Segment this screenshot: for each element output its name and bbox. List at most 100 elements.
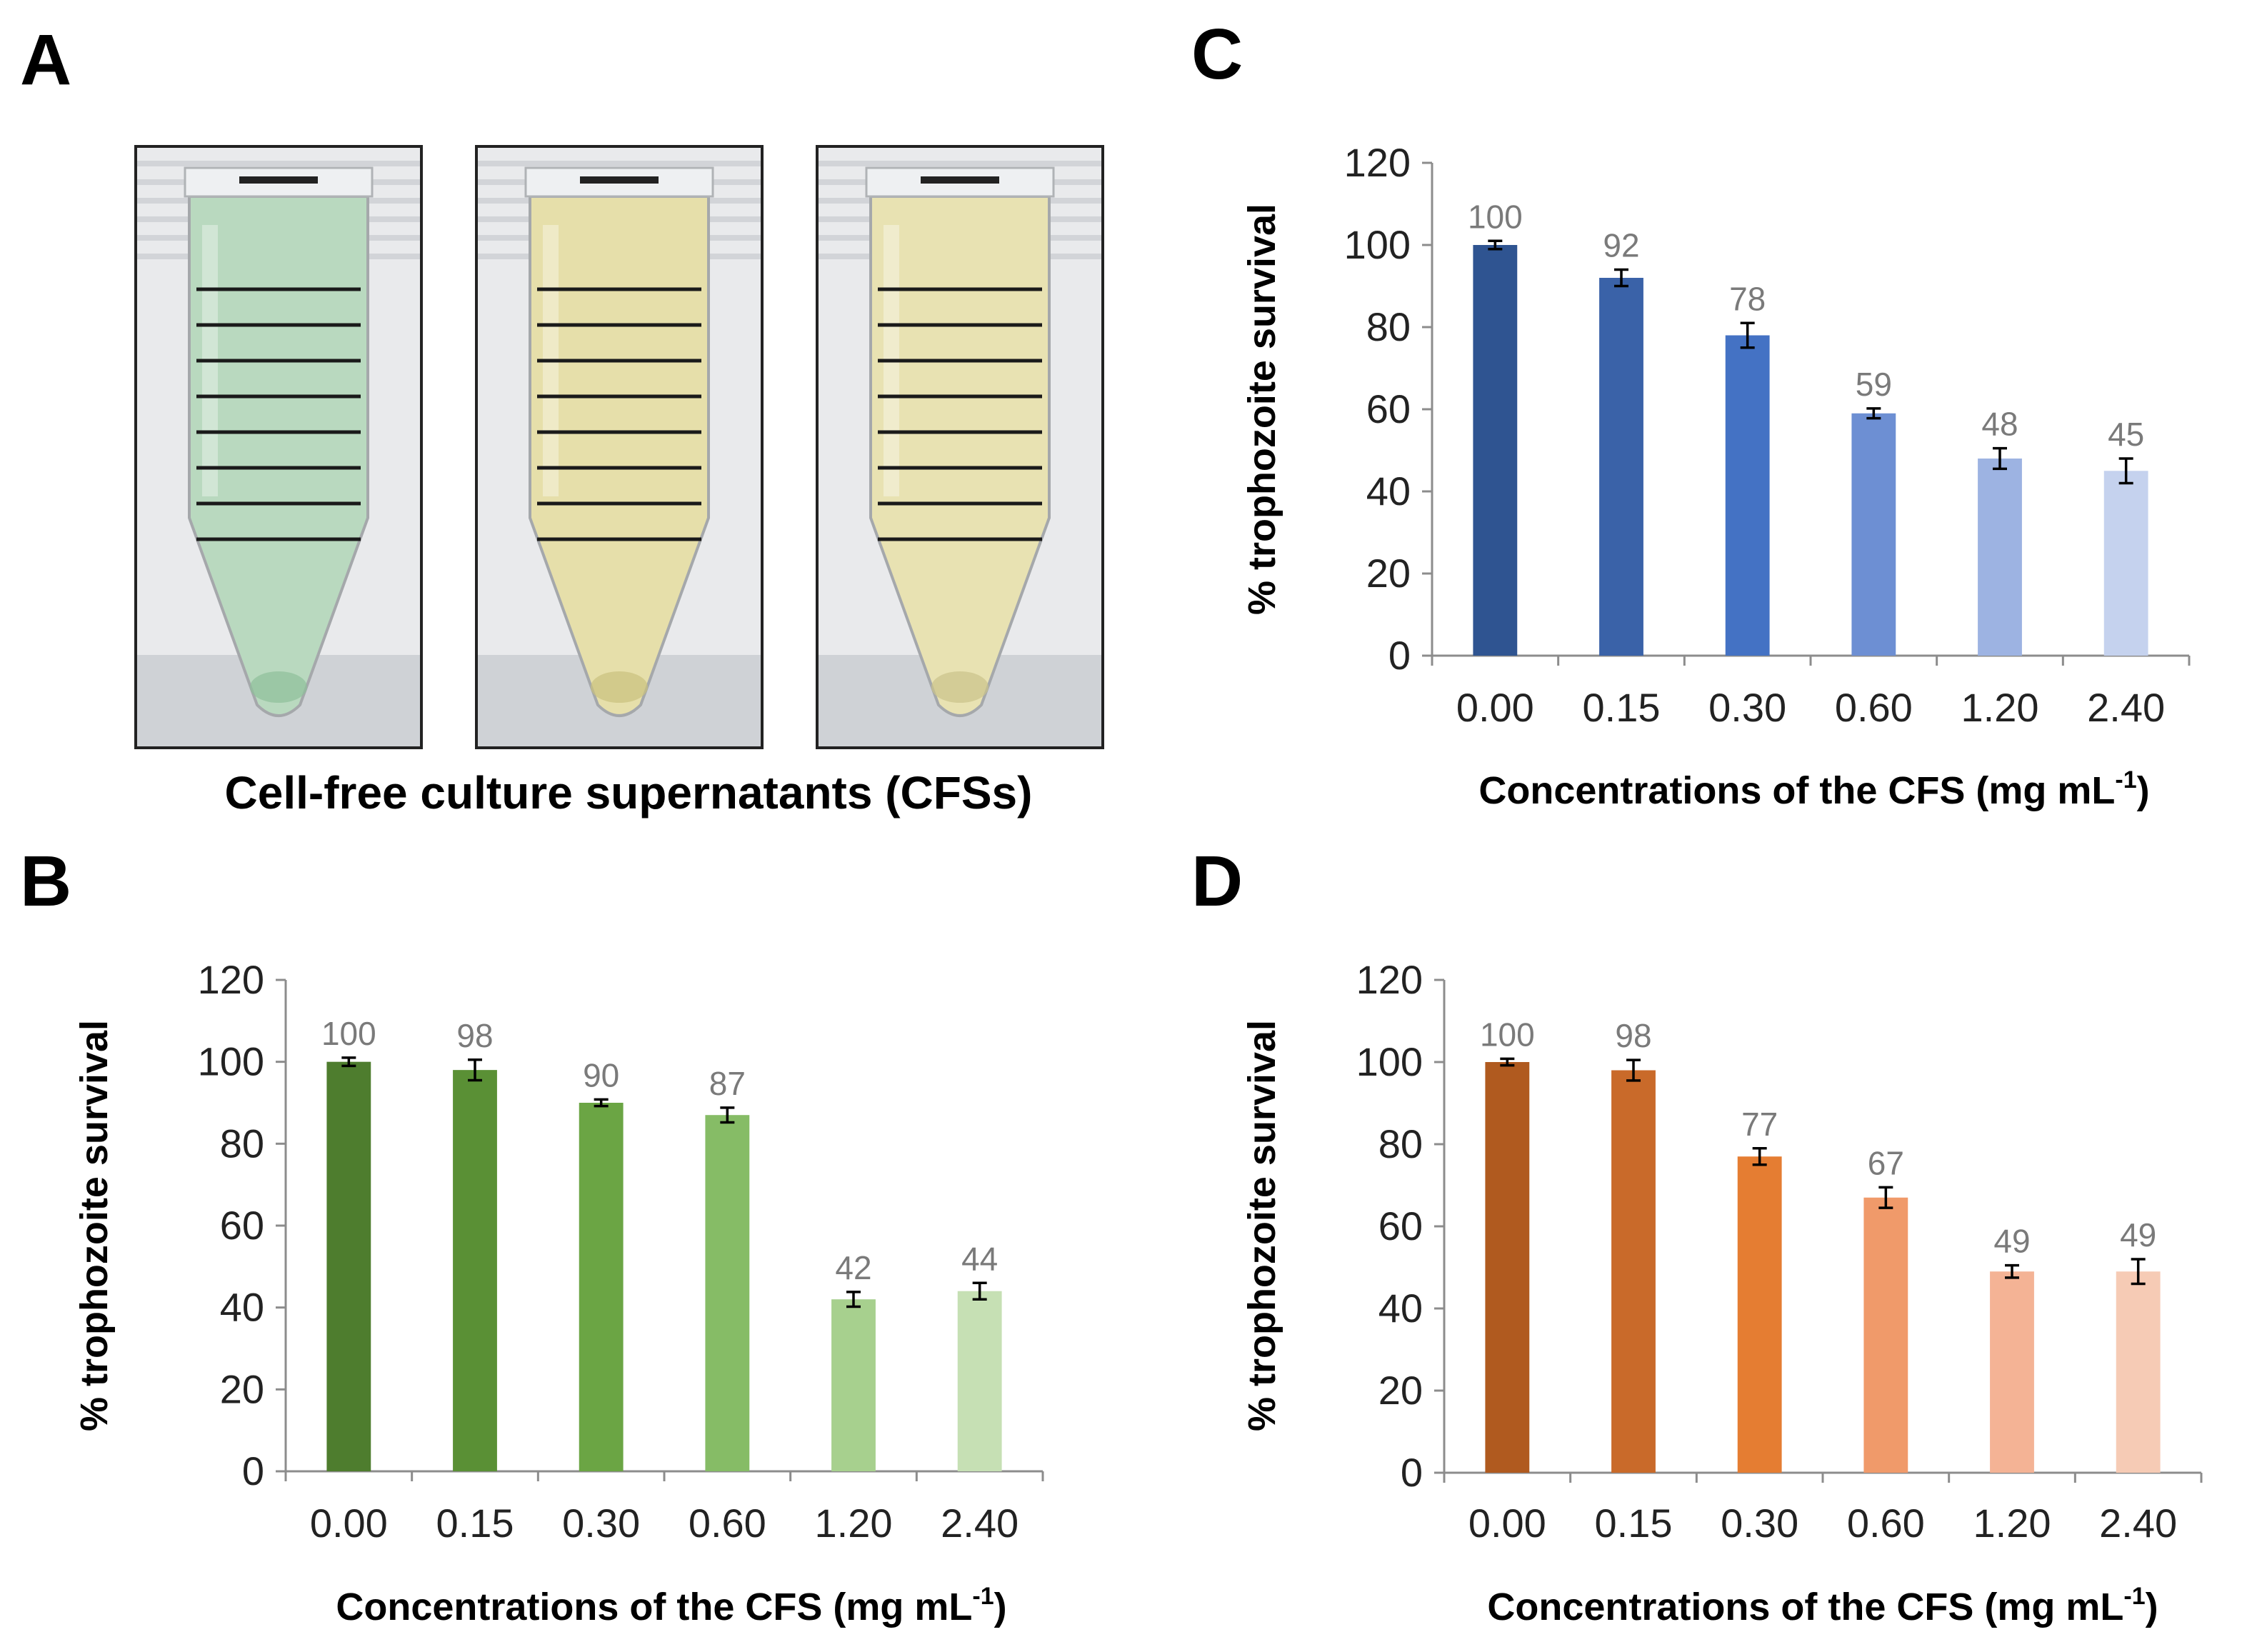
x-axis-title-end: ) bbox=[2146, 1586, 2158, 1628]
bar-1.20 bbox=[1978, 459, 2022, 656]
x-tick-label: 0.00 bbox=[310, 1501, 388, 1546]
y-tick-label: 0 bbox=[1401, 1450, 1423, 1495]
data-label: 59 bbox=[1856, 366, 1892, 403]
x-tick-label: 0.60 bbox=[1847, 1501, 1925, 1546]
bar-2.40 bbox=[2103, 471, 2148, 656]
bar-0.30 bbox=[1737, 1156, 1782, 1473]
x-axis-title: Concentrations of the CFS (mg mL-1) bbox=[1487, 1583, 2158, 1628]
y-tick-label: 100 bbox=[198, 1039, 264, 1084]
x-tick-label: 2.40 bbox=[941, 1501, 1019, 1546]
bar-0.30 bbox=[579, 1103, 624, 1471]
data-label: 92 bbox=[1603, 227, 1639, 264]
data-label: 48 bbox=[1981, 406, 2018, 443]
x-axis-title-main: Concentrations of the CFS (mg mL bbox=[1487, 1586, 2123, 1628]
bar-0.15 bbox=[1599, 278, 1643, 656]
data-label: 87 bbox=[709, 1065, 746, 1102]
tube-tip bbox=[931, 671, 989, 703]
chart-panel-c: 0 20 40 60 80 100 120 100 0.00 92 0.15 78 0.30 59 0.60… bbox=[1241, 140, 2191, 812]
bar-0.00 bbox=[1485, 1062, 1530, 1473]
x-axis-title-sup: -1 bbox=[2115, 766, 2136, 794]
y-tick-label: 60 bbox=[1378, 1203, 1423, 1248]
chart-panel-d: 0 20 40 60 80 100 120 100 0.00 98 0.15 77 0.30 67 0.60… bbox=[1241, 957, 2203, 1628]
x-tick-label: 0.00 bbox=[1456, 685, 1534, 730]
x-tick-label: 2.40 bbox=[2099, 1501, 2177, 1546]
rack-stripe bbox=[136, 161, 421, 166]
tube-cap-mark bbox=[921, 176, 999, 184]
x-tick-label: 0.15 bbox=[436, 1501, 514, 1546]
y-tick-label: 0 bbox=[1388, 633, 1411, 678]
chart-panel-b: 0 20 40 60 80 100 120 100 0.00 98 0.15 90 0.30 87 0.60… bbox=[73, 957, 1044, 1628]
x-tick-label: 1.20 bbox=[815, 1501, 893, 1546]
x-axis-title-main: Concentrations of the CFS (mg mL bbox=[336, 1586, 972, 1628]
y-tick-label: 20 bbox=[1378, 1368, 1423, 1413]
data-label: 78 bbox=[1729, 280, 1766, 317]
rack-stripe bbox=[476, 161, 762, 166]
bar-0.60 bbox=[705, 1115, 750, 1471]
data-label: 45 bbox=[2108, 416, 2144, 453]
y-tick-label: 60 bbox=[220, 1203, 264, 1248]
y-tick-label: 20 bbox=[1366, 551, 1411, 596]
photo-frame bbox=[475, 145, 764, 749]
bar-2.40 bbox=[2116, 1271, 2161, 1473]
bar-0.00 bbox=[1473, 245, 1518, 656]
photo-frame bbox=[134, 145, 423, 749]
data-label: 90 bbox=[583, 1056, 619, 1093]
x-axis-title-end: ) bbox=[994, 1586, 1007, 1628]
data-label: 100 bbox=[1468, 198, 1523, 235]
data-label: 100 bbox=[1480, 1016, 1535, 1053]
data-label: 100 bbox=[321, 1015, 376, 1052]
x-tick-label: 0.60 bbox=[1835, 685, 1913, 730]
x-axis-title-main: Concentrations of the CFS (mg mL bbox=[1478, 769, 2115, 812]
panel-a-photos bbox=[134, 145, 1104, 749]
x-axis-title: Concentrations of the CFS (mg mL-1) bbox=[1478, 766, 2149, 812]
tube-cap-mark bbox=[580, 176, 659, 184]
x-tick-label: 0.30 bbox=[1708, 685, 1786, 730]
data-label: 98 bbox=[456, 1017, 493, 1054]
x-tick-label: 0.15 bbox=[1583, 685, 1661, 730]
tube-tip bbox=[591, 671, 648, 703]
x-axis-title-sup: -1 bbox=[972, 1583, 994, 1610]
bar-1.20 bbox=[831, 1299, 876, 1471]
y-tick-label: 80 bbox=[220, 1121, 264, 1166]
bar-0.60 bbox=[1863, 1197, 1908, 1473]
x-tick-label: 0.00 bbox=[1468, 1501, 1546, 1546]
bar-0.60 bbox=[1851, 413, 1896, 656]
x-axis-title-sup: -1 bbox=[2123, 1583, 2145, 1610]
data-label: 67 bbox=[1868, 1144, 1904, 1181]
bar-0.30 bbox=[1725, 335, 1770, 656]
data-label: 44 bbox=[961, 1240, 998, 1277]
photo-frame bbox=[816, 145, 1104, 749]
x-axis-title-end: ) bbox=[2137, 769, 2150, 812]
y-tick-label: 40 bbox=[1366, 469, 1411, 514]
y-tick-label: 100 bbox=[1344, 222, 1411, 267]
tube-photo-2 bbox=[475, 145, 764, 749]
y-tick-label: 60 bbox=[1366, 386, 1411, 431]
y-tick-label: 20 bbox=[220, 1366, 264, 1411]
bar-1.20 bbox=[1990, 1271, 2034, 1473]
x-tick-label: 0.30 bbox=[1721, 1501, 1798, 1546]
y-tick-label: 120 bbox=[198, 957, 264, 1002]
bar-2.40 bbox=[957, 1291, 1002, 1471]
x-tick-label: 0.15 bbox=[1595, 1501, 1673, 1546]
x-axis-title: Concentrations of the CFS (mg mL-1) bbox=[336, 1583, 1006, 1628]
y-tick-label: 40 bbox=[220, 1285, 264, 1330]
bar-0.15 bbox=[1611, 1070, 1656, 1473]
tube-tip bbox=[250, 671, 307, 703]
bar-0.00 bbox=[326, 1061, 371, 1471]
x-tick-label: 1.20 bbox=[1961, 685, 2039, 730]
y-tick-label: 40 bbox=[1378, 1286, 1423, 1331]
y-axis-title: % trophozoite survival bbox=[1241, 204, 1283, 615]
y-tick-label: 100 bbox=[1356, 1039, 1423, 1084]
y-tick-label: 80 bbox=[1366, 304, 1411, 349]
panel-letter-a: A bbox=[20, 20, 71, 100]
data-label: 49 bbox=[2120, 1216, 2156, 1253]
x-tick-label: 1.20 bbox=[1973, 1501, 2051, 1546]
panel-letter-b: B bbox=[20, 841, 71, 921]
y-axis-title: % trophozoite survival bbox=[73, 1020, 116, 1431]
panel-letter-d: D bbox=[1191, 841, 1243, 921]
y-tick-label: 120 bbox=[1356, 957, 1423, 1002]
bar-0.15 bbox=[453, 1070, 497, 1471]
y-tick-label: 120 bbox=[1344, 140, 1411, 185]
y-tick-label: 80 bbox=[1378, 1121, 1423, 1166]
